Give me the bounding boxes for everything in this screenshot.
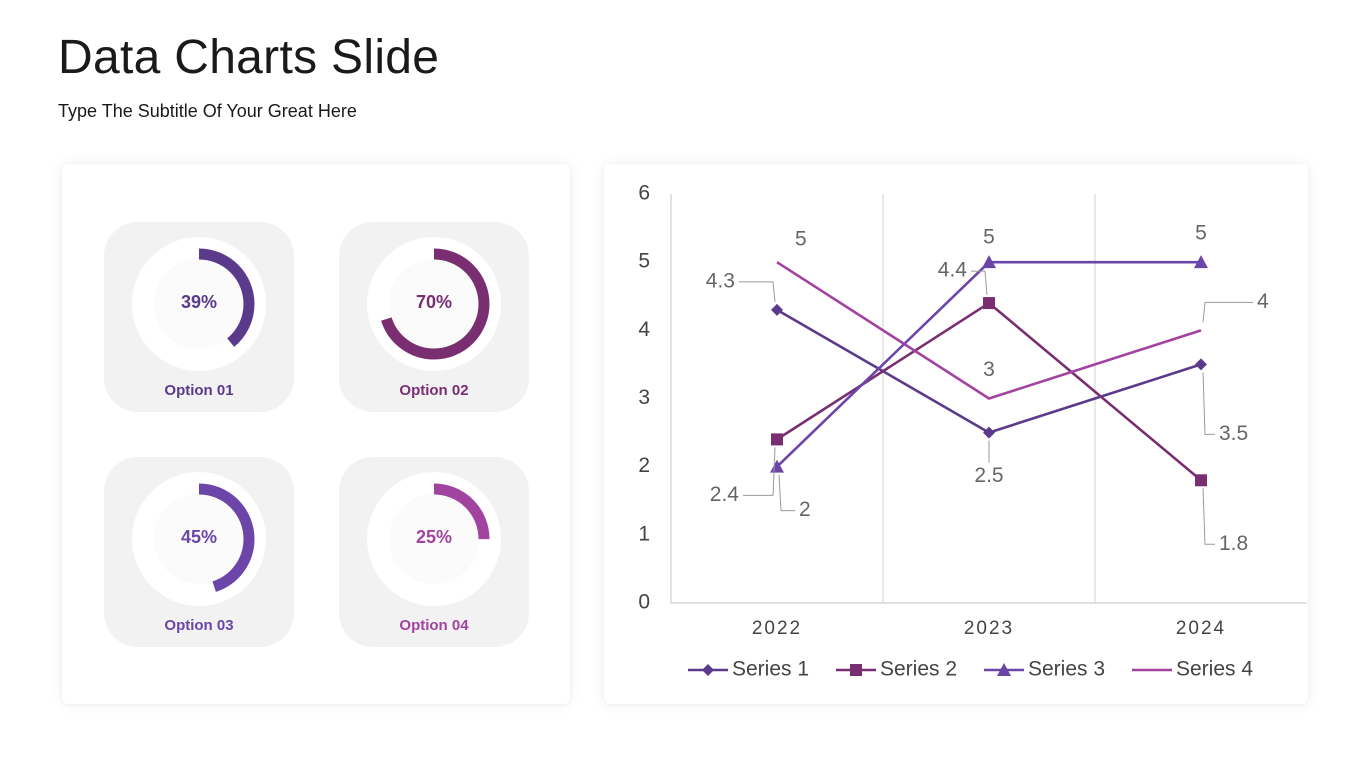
x-tick-label: 2023 (964, 618, 1014, 639)
donut-arc-option-01 (143, 248, 255, 360)
data-label-series-3: 5 (1195, 222, 1207, 245)
donut-value-option-01: 39% (180, 292, 218, 312)
series-1-marker (983, 426, 995, 439)
data-label-series-1: 2.5 (974, 464, 1003, 487)
donut-tile-option-04[interactable]: 25% Option 04 (339, 457, 529, 647)
y-tick-label: 4 (638, 318, 650, 341)
donut-value-option-04: 25% (415, 527, 453, 547)
donut-chart-option-03 (132, 472, 266, 606)
data-label-leader (778, 474, 795, 512)
donut-arc-option-02 (378, 248, 490, 360)
line-chart: 0 1 2 3 4 5 6 2022 2023 2024 4.3 2.5 3.5 2.4 4.4 1.8 2 5 5… (638, 182, 1307, 681)
donut-option-label-04: Option 04 (399, 617, 469, 634)
slide-title: Data Charts Slide (58, 31, 440, 84)
donut-value-option-03: 45% (180, 527, 218, 547)
data-label-series-4: 4 (1257, 290, 1269, 313)
data-label-series-2: 1.8 (1219, 532, 1248, 555)
legend-item-series-3: Series 3 (984, 658, 1105, 681)
data-label-leader (971, 270, 988, 296)
legend-item-series-1: Series 1 (688, 658, 809, 681)
donut-option-label-01: Option 01 (164, 382, 234, 399)
data-label-leader (739, 281, 776, 302)
legend-item-series-4: Series 4 (1132, 658, 1253, 681)
legend-label: Series 2 (880, 658, 957, 681)
y-tick-label: 1 (638, 522, 650, 545)
data-label-series-3: 2 (799, 498, 811, 521)
y-tick-label: 3 (638, 386, 650, 409)
legend-label: Series 4 (1176, 658, 1253, 681)
y-tick-label: 6 (638, 182, 650, 205)
data-label-series-4: 5 (795, 228, 807, 251)
data-label-series-1: 4.3 (706, 269, 735, 292)
x-tick-label: 2024 (1176, 618, 1226, 639)
data-label-leader (1202, 488, 1215, 545)
x-tick-label: 2022 (752, 618, 802, 639)
legend-swatch-marker (997, 663, 1011, 676)
series-2-marker (983, 297, 995, 310)
donut-chart-option-04 (367, 472, 501, 606)
legend-item-series-2: Series 2 (836, 658, 957, 681)
donut-tile-option-02[interactable]: 70% Option 02 (339, 222, 529, 412)
legend-label: Series 1 (732, 658, 809, 681)
legend-label: Series 3 (1028, 658, 1105, 681)
slide-subtitle: Type The Subtitle Of Your Great Here (58, 101, 357, 121)
y-tick-label: 5 (638, 250, 650, 273)
donut-chart-option-01 (132, 237, 266, 371)
data-label-series-3: 5 (983, 226, 995, 249)
legend-swatch-marker (702, 664, 714, 676)
y-tick-label: 2 (638, 454, 650, 477)
data-label-series-2: 2.4 (710, 483, 740, 506)
donut-option-label-02: Option 02 (399, 382, 469, 399)
series-3-marker (770, 459, 784, 473)
donut-tile-option-01[interactable]: 39% Option 01 (104, 222, 294, 412)
series-2-marker (1195, 474, 1207, 487)
line-chart-panel: 0 1 2 3 4 5 6 2022 2023 2024 4.3 2.5 3.5 2.4 4.4 1.8 2 5 5… (604, 164, 1308, 704)
donut-chart-option-02 (367, 237, 501, 371)
donut-arc-option-04 (378, 483, 490, 595)
data-label-series-1: 3.5 (1219, 422, 1248, 445)
donut-option-label-03: Option 03 (164, 617, 234, 634)
series-2-marker (771, 433, 783, 446)
data-label-leader (1202, 372, 1215, 435)
series-3-marker (982, 255, 996, 269)
series-1-marker (771, 303, 783, 316)
data-label-leader (1202, 301, 1253, 323)
donut-value-option-02: 70% (415, 292, 453, 312)
series-line-4 (776, 261, 1202, 400)
data-label-series-4: 3 (983, 358, 995, 381)
legend-swatch-marker (850, 664, 862, 676)
y-tick-label: 0 (638, 591, 650, 614)
donut-arc-option-03 (143, 483, 255, 595)
donut-panel: 39% Option 01 70% Option 02 45% Option 0… (62, 164, 570, 704)
series-1-marker (1195, 358, 1207, 371)
series-3-marker (1194, 255, 1208, 269)
data-label-leader (743, 447, 776, 496)
donut-tile-option-03[interactable]: 45% Option 03 (104, 457, 294, 647)
data-label-series-2: 4.4 (938, 259, 968, 282)
